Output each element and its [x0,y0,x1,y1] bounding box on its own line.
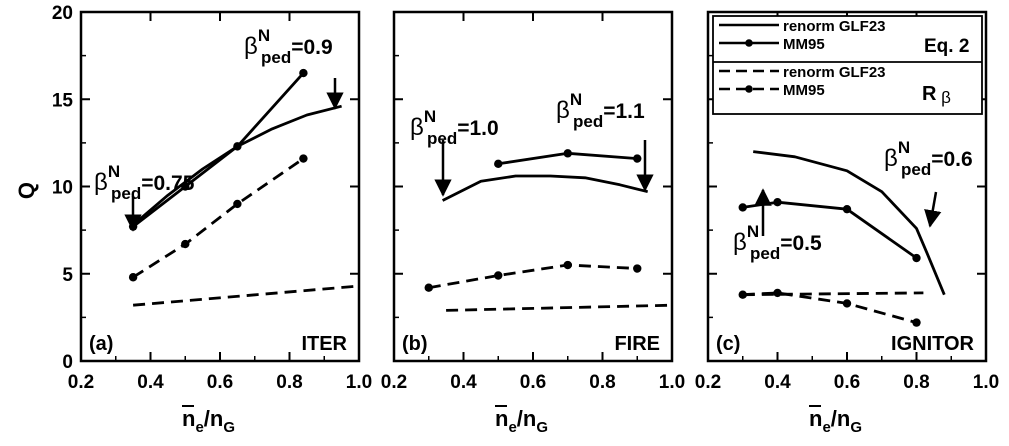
x-tick-label: 0.2 [381,372,407,393]
panel-ignitor: 0.2 0.4 0.6 0.8 1.0 ne/nG (c) IGNITOR βN ped=0.5 β… [695,12,999,436]
legend-entry-label: MM95 [783,36,825,53]
series-point [773,198,781,206]
series-point [739,203,747,211]
series-point [633,264,641,272]
x-tick-label: 0.2 [695,372,721,393]
panel-label: (c) [716,333,740,355]
beta-ped-annotation: βN ped=1.1 [556,90,645,131]
x-axis-label: ne/nG [809,406,862,436]
legend-entry-label: MM95 [783,82,825,99]
beta-ped-annotation: βN ped=0.75 [94,162,195,203]
x-tick-label: 1.0 [973,372,999,393]
series-point [299,69,307,77]
beta-ped-annotation: βN ped=1.0 [410,107,499,148]
y-tick-label: 0 [62,352,73,373]
series-point [633,154,641,162]
beta-ped-annotation: βN ped=0.9 [244,26,333,67]
x-axis-label: ne/nG [182,406,235,436]
annotation-arrow [930,192,936,226]
legend-marker [745,39,753,47]
y-tick-label: 20 [52,3,73,24]
series-line-0 [443,176,648,201]
legend-marker [745,85,753,93]
series-line-3 [429,265,638,288]
series-line-3 [743,293,917,323]
panel-label: (a) [89,333,113,355]
y-tick-label: 15 [52,90,74,111]
series-point [494,160,502,168]
series-line-2 [446,305,672,310]
panel-label: (b) [402,333,428,355]
x-tick-label: 0.6 [207,372,233,393]
x-tick-label: 0.4 [137,372,164,393]
x-tick-label: 0.4 [450,372,477,393]
panel-fire: 0.2 0.4 0.6 0.8 1.0 ne/nG (b) FIRE βN ped=1.0 βN pe… [381,12,685,436]
legend-entry-label: renorm GLF23 [783,18,886,35]
y-tick-label: 5 [62,265,73,286]
x-tick-label: 0.8 [589,372,615,393]
series-point [129,273,137,281]
series-point [299,154,307,162]
x-tick-label: 0.8 [903,372,929,393]
series-point [843,205,851,213]
panel-iter: 0.2 0.4 0.6 0.8 1.0 0 5 10 15 20 Qne/nG (a) ITER βN pe… [14,3,372,436]
series-point [773,289,781,297]
device-name: IGNITOR [891,333,975,355]
x-tick-label: 0.6 [834,372,860,393]
series-point [912,318,920,326]
series-point [425,284,433,292]
x-tick-label: 1.0 [659,372,685,393]
legend-group-title-eq2: Eq. 2 [924,36,969,57]
beta-ped-annotation: βN ped=0.6 [884,138,973,179]
legend-entry-label: renorm GLF23 [783,64,886,81]
series-point [233,142,241,150]
x-tick-label: 0.6 [520,372,546,393]
series-line-2 [133,286,359,305]
x-tick-label: 0.8 [276,372,302,393]
series-point [912,254,920,262]
series-point [233,200,241,208]
series-point [494,271,502,279]
x-axis-label: ne/nG [495,406,548,436]
x-tick-label: 1.0 [346,372,372,393]
x-tick-label: 0.4 [764,372,791,393]
beta-ped-annotation: βN ped=0.5 [733,222,822,263]
y-tick-label: 10 [52,178,73,199]
device-name: ITER [301,333,347,355]
series-point [739,290,747,298]
series-point [181,240,189,248]
x-tick-label: 0.2 [68,372,94,393]
series-point [564,261,572,269]
device-name: FIRE [614,333,660,355]
series-point [564,149,572,157]
y-axis-label: Q [14,182,39,199]
series-point [843,299,851,307]
